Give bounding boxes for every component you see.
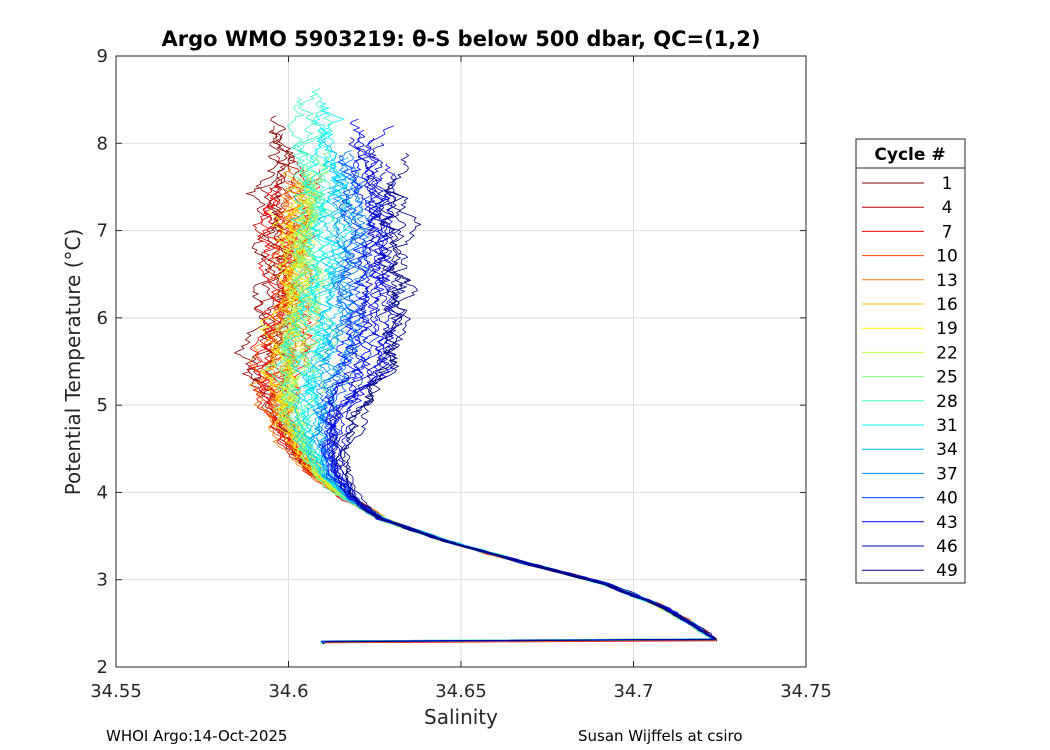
cycle-49-profile xyxy=(322,183,717,645)
y-tick-label: 3 xyxy=(97,570,108,591)
y-tick-label: 5 xyxy=(97,395,108,416)
y-tick-label: 7 xyxy=(97,221,108,242)
legend-box xyxy=(855,138,966,584)
footer-right: Susan Wijffels at csiro xyxy=(578,727,743,745)
data-series xyxy=(234,87,718,645)
x-tick-label: 34.6 xyxy=(268,681,308,702)
y-axis-ticks: 2 3 4 5 6 7 8 9 xyxy=(97,46,806,678)
legend-label-1: 1 xyxy=(942,174,953,194)
legend-label-37: 37 xyxy=(936,464,958,484)
legend-label-4: 4 xyxy=(942,198,953,218)
legend-label-7: 7 xyxy=(942,222,953,242)
legend-label-13: 13 xyxy=(936,271,958,291)
legend-label-16: 16 xyxy=(936,295,958,315)
y-tick-label: 8 xyxy=(97,133,108,154)
y-tick-label: 9 xyxy=(97,46,108,67)
y-axis-label: Potential Temperature (°C) xyxy=(61,229,85,496)
legend-entries: 1 4 7 10 13 16 19 22 25 28 31 34 37 40 43 46 49 xyxy=(862,174,958,581)
x-tick-label: 34.65 xyxy=(435,681,487,702)
x-axis-ticks: 34.55 34.6 34.65 34.7 34.75 xyxy=(90,56,832,702)
cycle-46-profile xyxy=(325,171,715,642)
chart-title: Argo WMO 5903219: θ-S below 500 dbar, QC… xyxy=(162,27,761,51)
y-tick-label: 4 xyxy=(97,482,108,503)
legend-label-25: 25 xyxy=(936,368,958,388)
legend-label-31: 31 xyxy=(936,416,958,436)
cycle-49-profile xyxy=(335,191,717,640)
legend-label-43: 43 xyxy=(936,513,958,533)
y-tick-label: 2 xyxy=(97,657,108,678)
legend-label-22: 22 xyxy=(936,343,958,363)
legend-label-34: 34 xyxy=(936,440,958,460)
legend-label-49: 49 xyxy=(936,561,958,581)
x-tick-label: 34.55 xyxy=(90,681,142,702)
x-tick-label: 34.7 xyxy=(613,681,653,702)
legend-label-46: 46 xyxy=(936,537,958,557)
legend-label-19: 19 xyxy=(936,319,958,339)
legend-title: Cycle # xyxy=(874,145,945,165)
x-tick-label: 34.75 xyxy=(780,681,832,702)
legend-label-10: 10 xyxy=(936,247,958,267)
x-axis-label: Salinity xyxy=(424,705,498,729)
legend-label-28: 28 xyxy=(936,392,958,412)
legend: Cycle # 1 4 7 10 13 16 19 22 25 28 31 34 37 40 43 46 49 xyxy=(855,138,966,584)
legend-label-40: 40 xyxy=(936,489,958,509)
footer-left: WHOI Argo:14-Oct-2025 xyxy=(106,727,287,745)
y-tick-label: 6 xyxy=(97,308,108,329)
